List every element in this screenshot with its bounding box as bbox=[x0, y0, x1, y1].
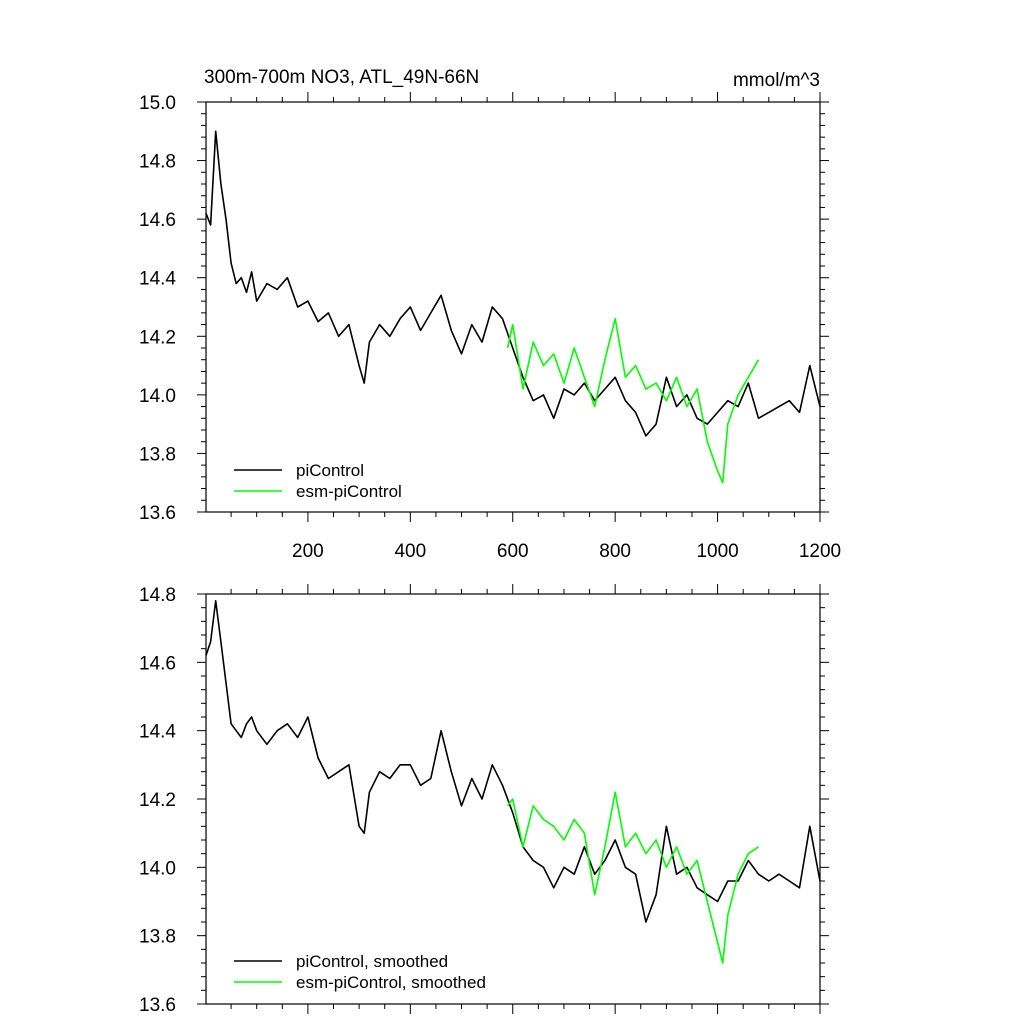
top-x-tick-labels: 200 400 600 800 1000 1200 bbox=[292, 541, 841, 562]
top-y-tick-label: 13.6 bbox=[139, 503, 176, 524]
bottom-y-tick-label: 14.4 bbox=[139, 722, 176, 743]
legend-label-esm-picontrol: esm-piControl bbox=[296, 482, 402, 501]
top-x-tick-label: 400 bbox=[394, 541, 426, 562]
bottom-y-tick-labels: 13.6 13.8 14.0 14.2 14.4 14.6 14.8 bbox=[139, 585, 176, 1016]
top-y-tick-label: 14.4 bbox=[139, 269, 176, 290]
top-y-tick-label: 14.0 bbox=[139, 386, 176, 407]
top-legend: piControl esm-piControl bbox=[234, 461, 402, 501]
top-x-tick-label: 200 bbox=[292, 541, 324, 562]
legend-label-picontrol: piControl bbox=[296, 461, 364, 480]
bottom-series-lines bbox=[205, 599, 821, 964]
top-y-tick-label: 14.6 bbox=[139, 210, 176, 231]
units-label: mmol/m^3 bbox=[733, 70, 820, 91]
top-y-tick-label: 15.0 bbox=[139, 93, 176, 114]
bottom-y-tick-label: 14.0 bbox=[139, 858, 176, 879]
bottom-y-tick-label: 14.6 bbox=[139, 653, 176, 674]
top-series-line-picontrol bbox=[205, 130, 821, 437]
top-y-tick-label: 13.8 bbox=[139, 444, 176, 465]
top-x-tick-label: 1000 bbox=[696, 541, 738, 562]
top-x-tick-label: 1200 bbox=[799, 541, 841, 562]
top-series-line-esm-picontrol bbox=[506, 317, 760, 484]
bottom-y-tick-label: 14.2 bbox=[139, 790, 176, 811]
top-series-lines bbox=[205, 130, 821, 484]
bottom-series-line-esm-picontrol-smoothed bbox=[506, 791, 759, 964]
top-y-tick-labels: 13.6 13.8 14.0 14.2 14.4 14.6 14.8 15.0 bbox=[139, 93, 176, 524]
bottom-legend: piControl, smoothed esm-piControl, smoot… bbox=[234, 952, 486, 992]
bottom-series-line-picontrol-smoothed bbox=[205, 599, 821, 923]
top-panel: 300m-700m NO3, ATL_49N-66N mmol/m^3 13.6… bbox=[139, 67, 841, 562]
bottom-y-tick-label: 14.8 bbox=[139, 585, 176, 606]
bottom-panel: 13.6 13.8 14.0 14.2 14.4 14.6 14.8 piControl, … bbox=[139, 584, 829, 1016]
top-x-tick-label: 600 bbox=[497, 541, 529, 562]
top-x-tick-label: 800 bbox=[599, 541, 631, 562]
legend-label-esm-picontrol-smoothed: esm-piControl, smoothed bbox=[296, 973, 486, 992]
chart-title: 300m-700m NO3, ATL_49N-66N bbox=[204, 67, 479, 88]
bottom-ticks bbox=[197, 584, 829, 1014]
top-y-tick-label: 14.2 bbox=[139, 327, 176, 348]
legend-label-picontrol-smoothed: piControl, smoothed bbox=[296, 952, 448, 971]
bottom-y-tick-label: 13.6 bbox=[139, 995, 176, 1016]
bottom-y-tick-label: 13.8 bbox=[139, 927, 176, 948]
top-ticks bbox=[197, 92, 829, 522]
top-y-tick-label: 14.8 bbox=[139, 152, 176, 173]
